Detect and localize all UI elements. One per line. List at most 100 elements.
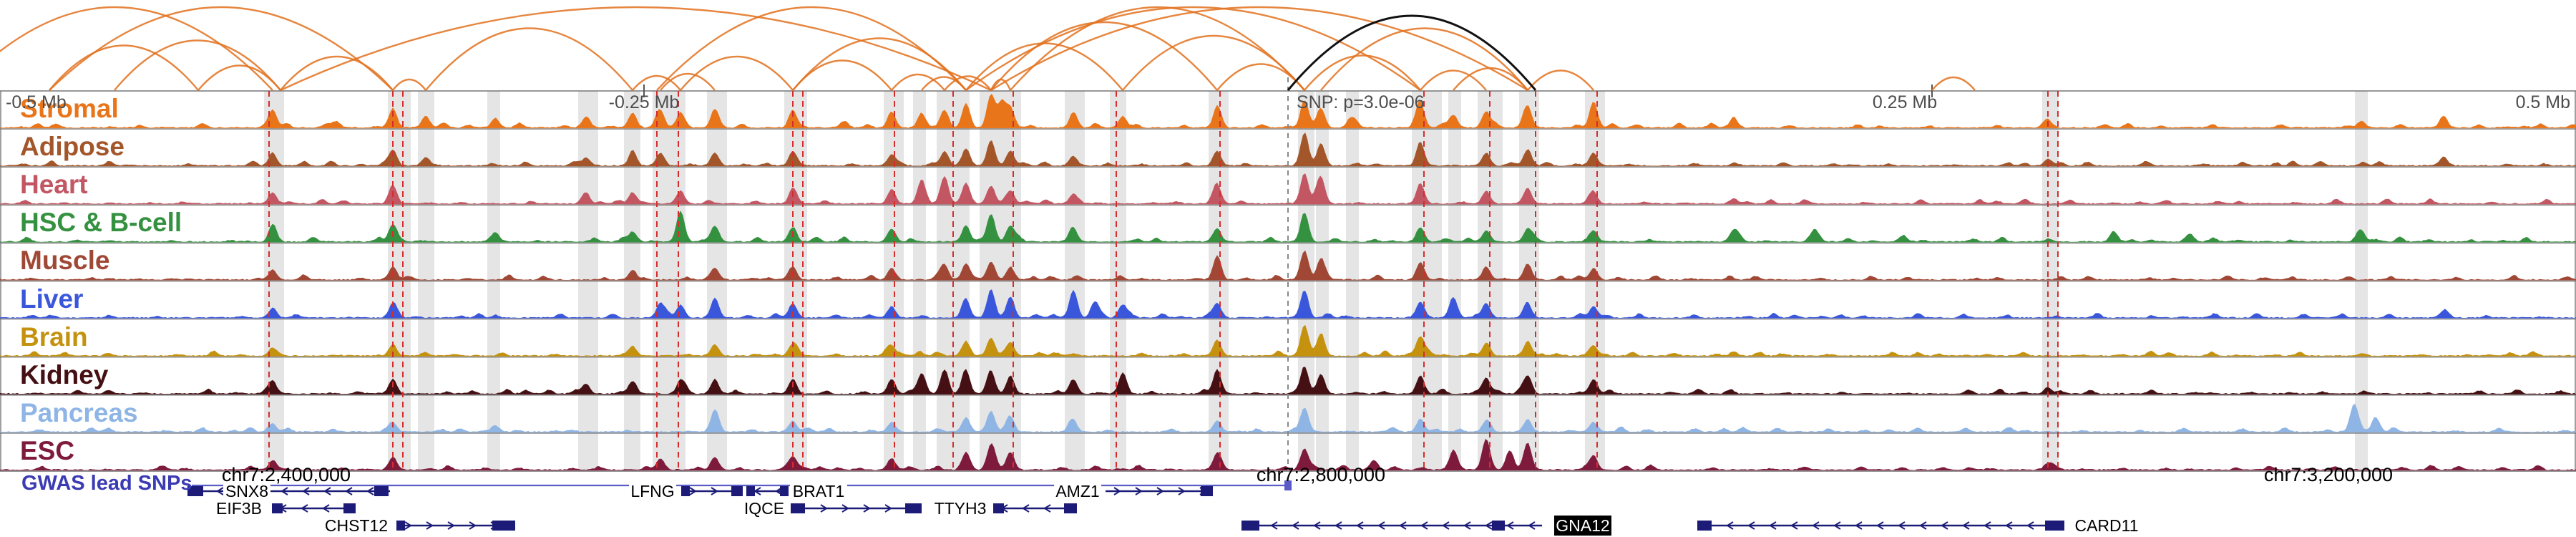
- strand-arrow-icon: [1941, 521, 1948, 530]
- strand-arrow-icon: [1898, 521, 1906, 530]
- strand-arrow-icon: [280, 487, 288, 495]
- gene-label: EIF3B: [216, 499, 262, 518]
- strand-arrow-icon: [1135, 487, 1143, 495]
- gene-lfng: LFNG: [629, 482, 743, 500]
- interaction-arc: [1420, 69, 1487, 91]
- gene-exon: [905, 503, 922, 513]
- gene-snx8: SNX8: [187, 482, 390, 500]
- signal-track-adipose: [0, 132, 2576, 167]
- interaction-arc: [990, 6, 1528, 92]
- strand-arrow-icon: [366, 487, 374, 495]
- interaction-arc: [1931, 76, 1976, 91]
- strand-arrow-icon: [1747, 521, 1755, 530]
- gene-label-bg: [629, 483, 676, 500]
- gene-label: SNX8: [225, 482, 268, 500]
- gene-label: LFNG: [630, 482, 674, 500]
- interaction-arc: [280, 56, 394, 91]
- strand-arrow-icon: [1876, 521, 1884, 530]
- gene-exon: [396, 521, 405, 531]
- strand-arrow-icon: [1506, 521, 1514, 530]
- gene-label-bg: [1054, 483, 1101, 500]
- gene-exon: [272, 503, 283, 513]
- strand-arrow-icon: [426, 521, 434, 530]
- gene-label: CARD11: [2074, 516, 2138, 535]
- gene-exon: [187, 486, 203, 496]
- strand-arrow-icon: [404, 521, 412, 530]
- gene-exon: [681, 486, 690, 496]
- gene-eif3b: EIF3B: [210, 499, 356, 518]
- gene-label-bg: [741, 500, 788, 517]
- gene-iqce: IQCE: [741, 499, 922, 518]
- strand-arrow-icon: [216, 487, 224, 495]
- interaction-arcs: [0, 6, 1976, 92]
- gene-brat1: BRAT1: [746, 482, 847, 500]
- interaction-arc: [0, 6, 273, 91]
- gene-ttyh3: TTYH3: [932, 499, 1077, 518]
- interaction-arc: [197, 64, 281, 91]
- interaction-arc: [990, 21, 1218, 91]
- strand-arrow-icon: [1485, 521, 1493, 530]
- interaction-arc: [632, 74, 681, 91]
- gene-label: GNA12: [1556, 516, 1609, 535]
- interaction-arc: [1320, 27, 1528, 91]
- strand-arrow-icon: [1855, 521, 1863, 530]
- gene-exon: [746, 486, 755, 496]
- strand-arrow-icon: [1313, 521, 1321, 530]
- strand-arrow-icon: [711, 487, 718, 495]
- track-label-liver: Liver: [20, 284, 84, 314]
- gene-gna12: GNA12: [1241, 516, 1611, 536]
- interaction-arc: [1304, 54, 1421, 91]
- scale-label-minus-quarter-mb: -0.25 Mb: [608, 92, 680, 112]
- strand-arrow-icon: [689, 487, 697, 495]
- strand-arrow-icon: [1356, 521, 1364, 530]
- gwas-snp-tick: [1284, 480, 1292, 490]
- interaction-arc: [965, 42, 1123, 91]
- gene-label-bg: [2073, 517, 2140, 534]
- scale-label-half-mb: 0.5 Mb: [2515, 92, 2570, 112]
- strand-arrow-icon: [1270, 521, 1278, 530]
- signal-track-pancreas: [0, 403, 2576, 432]
- gene-label: IQCE: [744, 499, 784, 518]
- strand-arrow-icon: [1043, 504, 1051, 513]
- gene-label-bg: [323, 517, 390, 534]
- gene-exon: [1064, 503, 1077, 513]
- strand-arrow-icon: [2026, 521, 2034, 530]
- gene-exon: [2045, 521, 2064, 531]
- interaction-arc: [280, 6, 992, 92]
- strand-arrow-icon: [345, 487, 353, 495]
- strand-arrow-icon: [1833, 521, 1841, 530]
- interaction-arc: [49, 44, 199, 91]
- track-label-brain: Brain: [20, 321, 88, 352]
- coordinate-label-right: chr7:3,200,000: [2263, 464, 2394, 485]
- track-label-heart: Heart: [20, 170, 88, 200]
- strand-arrow-icon: [1528, 521, 1536, 530]
- strand-arrow-icon: [820, 504, 828, 513]
- gene-exon: [1492, 521, 1505, 531]
- gene-exon: [1201, 486, 1213, 496]
- interaction-arc: [1010, 6, 1305, 91]
- interaction-arc: [921, 76, 967, 91]
- strand-arrow-icon: [1790, 521, 1798, 530]
- gene-exon: [1697, 521, 1712, 531]
- interaction-arc: [1216, 63, 1305, 91]
- track-label-muscle: Muscle: [20, 246, 110, 276]
- strand-arrow-icon: [301, 504, 308, 513]
- interaction-arc: [792, 59, 892, 91]
- strand-arrow-icon: [322, 504, 330, 513]
- gene-exon: [993, 503, 1004, 513]
- interaction-arc: [680, 56, 794, 91]
- signal-track-heart: [0, 173, 2576, 205]
- gene-label: BRAT1: [793, 482, 844, 500]
- strand-arrow-icon: [1292, 521, 1299, 530]
- interaction-arc: [660, 72, 716, 91]
- strand-arrow-icon: [863, 504, 871, 513]
- gwas-lead-snps-track: [192, 480, 1292, 490]
- strand-arrow-icon: [1022, 504, 1030, 513]
- gene-label-bg: [210, 500, 268, 517]
- strand-arrow-icon: [1812, 521, 1820, 530]
- gene-label-bg: [932, 500, 989, 517]
- strand-arrow-icon: [469, 521, 477, 530]
- scale-label-minus-half-mb: -0.5 Mb: [6, 92, 67, 112]
